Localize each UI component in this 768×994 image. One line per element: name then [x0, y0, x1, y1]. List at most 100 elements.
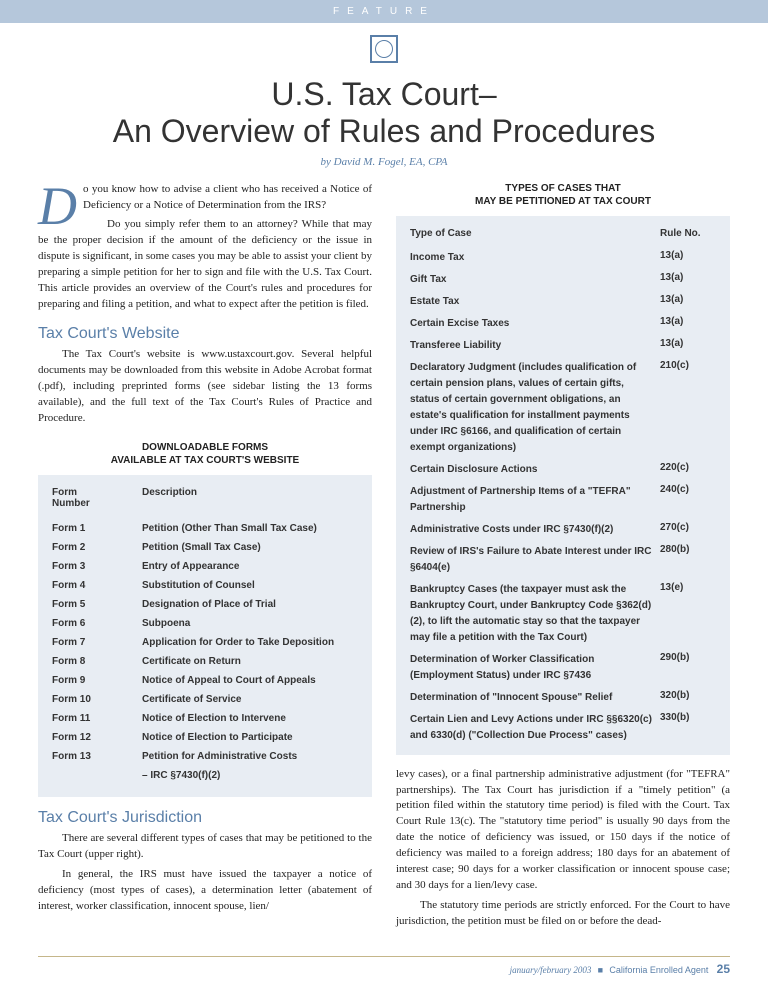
form-number: Form 6	[52, 618, 142, 629]
table-row: Form 4Substitution of Counsel	[52, 576, 358, 595]
table-row: Estate Tax13(a)	[410, 291, 716, 313]
jurisdiction-text: There are several different types of cas…	[38, 831, 372, 915]
table-row: Transferee Liability13(a)	[410, 335, 716, 357]
footer-issue: january/february 2003	[510, 965, 592, 975]
form-number: Form 13	[52, 751, 142, 762]
case-type: Transferee Liability	[410, 338, 660, 354]
case-type: Declaratory Judgment (includes qualifica…	[410, 360, 660, 456]
forms-header-number: Form Number	[52, 487, 142, 509]
case-type: Estate Tax	[410, 294, 660, 310]
form-description: Notice of Appeal to Court of Appeals	[142, 675, 358, 686]
form-number: Form 7	[52, 637, 142, 648]
case-rule: 330(b)	[660, 712, 716, 723]
title-line-1: U.S. Tax Court–	[271, 76, 496, 112]
case-rule: 320(b)	[660, 690, 716, 701]
website-p1: The Tax Court's website is www.ustaxcour…	[38, 347, 372, 427]
form-number: Form 8	[52, 656, 142, 667]
table-row: Determination of Worker Classification (…	[410, 649, 716, 687]
case-rule: 13(a)	[660, 272, 716, 283]
case-rule: 13(e)	[660, 582, 716, 593]
form-description: Petition (Small Tax Case)	[142, 542, 358, 553]
table-row: Certain Disclosure Actions220(c)	[410, 459, 716, 481]
case-type: Determination of "Innocent Spouse" Relie…	[410, 690, 660, 706]
case-type: Gift Tax	[410, 272, 660, 288]
form-number: Form 2	[52, 542, 142, 553]
form-description: Designation of Place of Trial	[142, 599, 358, 610]
section-jurisdiction-heading: Tax Court's Jurisdiction	[38, 809, 372, 827]
table-row: Form 2Petition (Small Tax Case)	[52, 538, 358, 557]
table-row: Form 11Notice of Election to Intervene	[52, 709, 358, 728]
case-rule: 270(c)	[660, 522, 716, 533]
table-row: Form 13Petition for Administrative Costs	[52, 747, 358, 766]
forms-header-description: Description	[142, 487, 197, 509]
form-description: Certificate on Return	[142, 656, 358, 667]
table-row: Review of IRS's Failure to Abate Interes…	[410, 541, 716, 579]
case-type: Determination of Worker Classification (…	[410, 652, 660, 684]
right-column: TYPES OF CASES THAT MAY BE PETITIONED AT…	[396, 182, 730, 934]
intro-p1: o you know how to advise a client who ha…	[83, 183, 372, 211]
ornament-icon	[0, 35, 768, 68]
cases-table-title: TYPES OF CASES THAT MAY BE PETITIONED AT…	[396, 182, 730, 208]
two-column-layout: Do you know how to advise a client who h…	[0, 182, 768, 934]
cases-table: Type of Case Rule No. Income Tax13(a)Gif…	[396, 216, 730, 755]
drop-cap: D	[38, 186, 77, 227]
section-website-heading: Tax Court's Website	[38, 325, 372, 343]
article-title: U.S. Tax Court– An Overview of Rules and…	[40, 76, 728, 150]
table-row: Administrative Costs under IRC §7430(f)(…	[410, 519, 716, 541]
case-type: Certain Disclosure Actions	[410, 462, 660, 478]
case-type: Adjustment of Partnership Items of a "TE…	[410, 484, 660, 516]
cases-table-header: Type of Case Rule No.	[410, 228, 716, 239]
case-type: Administrative Costs under IRC §7430(f)(…	[410, 522, 660, 538]
footer-separator: ■	[598, 965, 603, 975]
table-row: Form 10Certificate of Service	[52, 690, 358, 709]
form-description: Notice of Election to Participate	[142, 732, 358, 743]
case-rule: 220(c)	[660, 462, 716, 473]
byline: by David M. Fogel, EA, CPA	[0, 156, 768, 168]
table-row: Adjustment of Partnership Items of a "TE…	[410, 481, 716, 519]
feature-banner: FEATURE	[0, 0, 768, 23]
website-text: The Tax Court's website is www.ustaxcour…	[38, 347, 372, 427]
case-rule: 210(c)	[660, 360, 716, 371]
case-type: Certain Excise Taxes	[410, 316, 660, 332]
cont-p1: levy cases), or a final partnership admi…	[396, 767, 730, 895]
case-rule: 290(b)	[660, 652, 716, 663]
table-row: Form 7Application for Order to Take Depo…	[52, 633, 358, 652]
table-row: Declaratory Judgment (includes qualifica…	[410, 357, 716, 459]
juris-p2: In general, the IRS must have issued the…	[38, 867, 372, 915]
page-footer: january/february 2003 ■ California Enrol…	[38, 956, 730, 976]
form-description: – IRC §7430(f)(2)	[142, 770, 358, 781]
left-column: Do you know how to advise a client who h…	[38, 182, 372, 934]
table-row: Certain Excise Taxes13(a)	[410, 313, 716, 335]
intro-p2: Do you simply refer them to an attorney?…	[38, 217, 372, 313]
forms-table: Form Number Description Form 1Petition (…	[38, 475, 372, 797]
form-description: Petition (Other Than Small Tax Case)	[142, 523, 358, 534]
cases-header-rule: Rule No.	[660, 228, 716, 239]
table-row: Gift Tax13(a)	[410, 269, 716, 291]
case-type: Bankruptcy Cases (the taxpayer must ask …	[410, 582, 660, 646]
footer-page-number: 25	[717, 962, 730, 976]
form-description: Petition for Administrative Costs	[142, 751, 358, 762]
table-row: Bankruptcy Cases (the taxpayer must ask …	[410, 579, 716, 649]
table-row: Determination of "Innocent Spouse" Relie…	[410, 687, 716, 709]
table-row: Income Tax13(a)	[410, 247, 716, 269]
table-row: Form 3Entry of Appearance	[52, 557, 358, 576]
footer-publication: California Enrolled Agent	[609, 965, 708, 975]
form-number: Form 1	[52, 523, 142, 534]
case-rule: 13(a)	[660, 316, 716, 327]
form-description: Substitution of Counsel	[142, 580, 358, 591]
table-row: Form 12Notice of Election to Participate	[52, 728, 358, 747]
table-row: Form 9Notice of Appeal to Court of Appea…	[52, 671, 358, 690]
form-number: Form 11	[52, 713, 142, 724]
table-row: – IRC §7430(f)(2)	[52, 766, 358, 785]
case-rule: 240(c)	[660, 484, 716, 495]
table-row: Form 1Petition (Other Than Small Tax Cas…	[52, 519, 358, 538]
title-line-2: An Overview of Rules and Procedures	[113, 113, 655, 149]
cases-header-type: Type of Case	[410, 228, 660, 239]
forms-table-title: DOWNLOADABLE FORMS AVAILABLE AT TAX COUR…	[38, 441, 372, 467]
continuation-text: levy cases), or a final partnership admi…	[396, 767, 730, 930]
juris-p1: There are several different types of cas…	[38, 831, 372, 863]
table-row: Form 8Certificate on Return	[52, 652, 358, 671]
form-description: Subpoena	[142, 618, 358, 629]
form-number: Form 12	[52, 732, 142, 743]
table-row: Certain Lien and Levy Actions under IRC …	[410, 709, 716, 747]
